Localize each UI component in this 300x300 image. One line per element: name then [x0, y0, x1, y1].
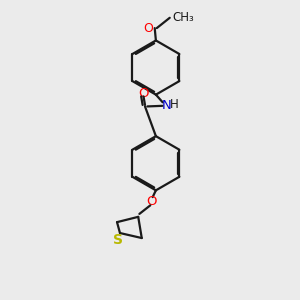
Text: S: S [113, 232, 124, 247]
Text: O: O [138, 87, 149, 100]
Text: N: N [161, 99, 171, 112]
Text: H: H [170, 98, 179, 111]
Text: CH₃: CH₃ [173, 11, 194, 24]
Text: O: O [146, 195, 157, 208]
Text: O: O [144, 22, 154, 34]
